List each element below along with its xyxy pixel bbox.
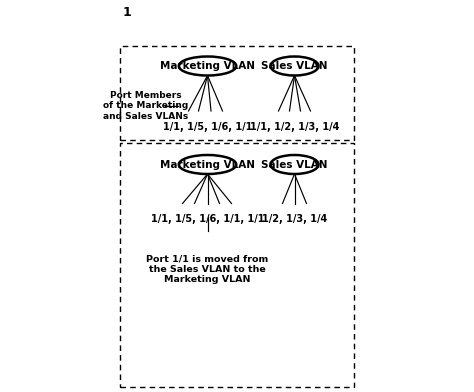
Text: 1/1, 1/5, 1/6, 1/1, 1/1: 1/1, 1/5, 1/6, 1/1, 1/1 [151,214,264,225]
Text: Marketing VLAN: Marketing VLAN [160,61,255,71]
Text: Sales VLAN: Sales VLAN [261,61,328,71]
Text: 1: 1 [122,6,131,19]
Text: 1/1, 1/2, 1/3, 1/4: 1/1, 1/2, 1/3, 1/4 [250,122,339,132]
Text: Marketing VLAN: Marketing VLAN [160,160,255,169]
Ellipse shape [271,56,319,76]
Bar [120,143,354,387]
Text: Port Members
of the Marketing
and Sales VLANs: Port Members of the Marketing and Sales … [103,91,189,121]
Text: 1/1, 1/5, 1/6, 1/1: 1/1, 1/5, 1/6, 1/1 [163,122,252,132]
Text: Port 1/1 is moved from
the Sales VLAN to the
Marketing VLAN: Port 1/1 is moved from the Sales VLAN to… [146,254,269,284]
Text: Sales VLAN: Sales VLAN [261,160,328,169]
Ellipse shape [179,155,236,174]
Text: 1/2, 1/3, 1/4: 1/2, 1/3, 1/4 [262,214,327,225]
Ellipse shape [179,56,236,76]
Ellipse shape [271,155,319,174]
Bar [120,46,354,140]
